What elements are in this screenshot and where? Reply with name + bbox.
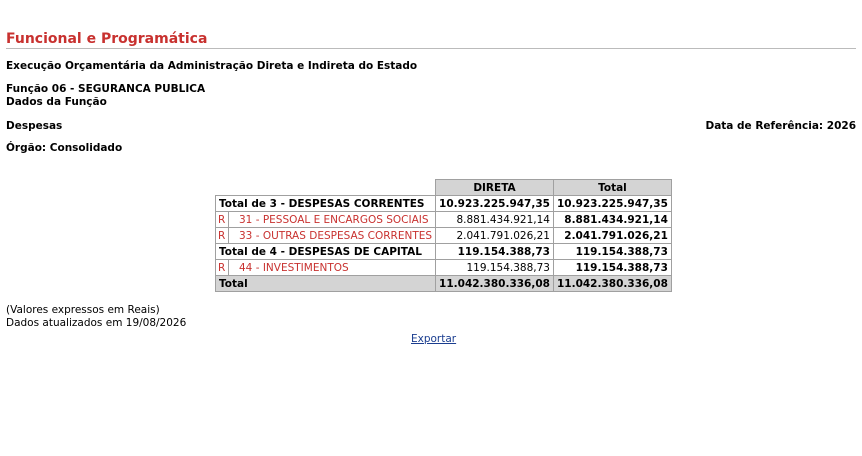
row-label: 44 - INVESTIMENTOS (227, 259, 437, 276)
data-referencia: Data de Referência: 2026 (705, 120, 856, 132)
export-link[interactable]: Exportar (411, 333, 457, 345)
subtotal-row: Total de 3 - DESPESAS CORRENTES 10.923.22… (214, 195, 672, 212)
total-value: 11.042.380.336,08 (552, 275, 672, 292)
direta-value: 8.881.434.921,14 (435, 211, 554, 228)
subtitle: Execução Orçamentária da Administração D… (6, 60, 418, 72)
blank-header (215, 179, 436, 196)
orgao: Órgão: Consolidado (6, 142, 123, 154)
despesas: Despesas (6, 120, 63, 132)
funcao: Função 06 - SEGURANCA PUBLICA (6, 83, 206, 95)
row-marker: R (215, 259, 229, 276)
subtotal-row: Total de 4 - DESPESAS DE CAPITAL 119.154.… (214, 243, 672, 260)
total-value: 8.881.434.921,14 (552, 211, 672, 228)
direta-value: 10.923.225.947,35 (435, 195, 554, 212)
dados-funcao: Dados da Função (6, 96, 107, 108)
total-value: 2.041.791.026,21 (552, 227, 672, 244)
detail-row: R 31 - PESSOAL E ENCARGOS SOCIAIS 8.881.43… (215, 211, 672, 228)
budget-table: DIRETA Total Total de 3 - DESPESAS CORRENT… (214, 179, 672, 292)
total-value: 119.154.388,73 (552, 243, 672, 260)
title-rule (6, 48, 856, 49)
detail-row: R 44 - INVESTIMENTOS 119.154.388,73 119.154… (215, 259, 672, 276)
direta-value: 2.041.791.026,21 (435, 227, 554, 244)
row-label: 33 - OUTRAS DESPESAS CORRENTES (227, 227, 437, 244)
row-marker: R (215, 227, 229, 244)
direta-value: 119.154.388,73 (435, 243, 554, 260)
note: (Valores expressos em Reais) (6, 304, 160, 316)
row-label: Total de 4 - DESPESAS DE CAPITAL (214, 243, 437, 260)
page-title: Funcional e Programática (6, 31, 208, 47)
row-marker: R (215, 211, 229, 228)
direta-value: 119.154.388,73 (435, 259, 554, 276)
total-row: Total 11.042.380.336,08 11.042.380.336,08 (214, 275, 672, 292)
total-value: 10.923.225.947,35 (552, 195, 672, 212)
updated: Dados atualizados em 19/08/2026 (6, 317, 187, 329)
column-header: Total (552, 179, 672, 196)
total-value: 119.154.388,73 (552, 259, 672, 276)
direta-value: 11.042.380.336,08 (435, 275, 554, 292)
row-label: Total de 3 - DESPESAS CORRENTES (214, 195, 437, 212)
row-label: 31 - PESSOAL E ENCARGOS SOCIAIS (227, 211, 437, 228)
header-row: DIRETA Total (215, 179, 672, 196)
row-label: Total (214, 275, 437, 292)
detail-row: R 33 - OUTRAS DESPESAS CORRENTES 2.041.791… (215, 227, 672, 244)
column-header: DIRETA (435, 179, 554, 196)
